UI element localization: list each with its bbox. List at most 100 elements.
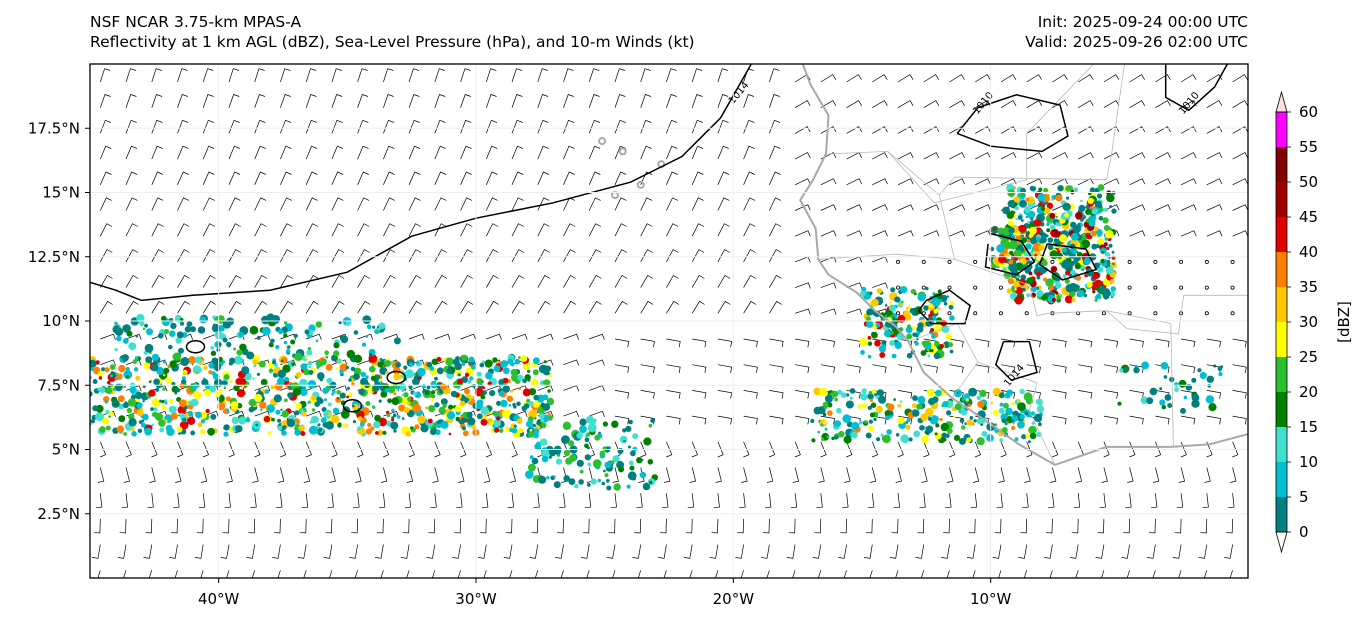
reflectivity-cell [162,360,167,364]
wind-barb [511,249,525,263]
wind-barb [305,300,319,314]
reflectivity-cell [547,413,551,417]
wind-barb [666,300,680,314]
wind-barb [228,410,245,418]
reflectivity-cell [374,414,381,422]
country-border [977,361,1056,466]
wind-barb [325,518,333,534]
wind-barb [383,94,394,108]
reflectivity-cell [811,438,816,443]
reflectivity-cell [1009,264,1018,273]
reflectivity-cell [910,289,916,294]
reflectivity-cell [867,354,872,359]
reflectivity-cell [300,363,308,371]
reflectivity-cell [168,398,174,404]
reflectivity-cell [1191,393,1200,402]
reflectivity-cell [543,379,551,387]
wind-barb [224,493,231,509]
colorbar-segment [1276,322,1287,357]
reflectivity-cell [1040,222,1045,227]
reflectivity-cell [533,432,539,439]
wind-barb [280,119,292,134]
wind-barb [354,570,358,578]
reflectivity-cell [342,423,348,429]
isobar-label: 1014 [727,80,752,107]
wind-barb [614,364,630,374]
reflectivity-cell [1068,273,1073,278]
wind-barb [992,544,1002,559]
reflectivity-cell [317,423,321,427]
wind-barb [100,359,116,366]
lat-tick-label: 7.5°N [37,376,80,394]
reflectivity-cell [442,408,446,413]
reflectivity-cell [824,427,828,431]
reflectivity-cell [401,389,405,392]
wind-barb [1078,338,1093,348]
reflectivity-cell [391,418,395,422]
reflectivity-cell [98,371,104,377]
reflectivity-cell [1197,368,1202,373]
wind-barb [1026,74,1042,83]
reflectivity-cell [164,419,168,423]
reflectivity-cell [236,349,243,356]
coastlines-borders [598,64,1248,466]
reflectivity-cell [1109,290,1116,297]
wind-barb [743,441,750,458]
reflectivity-cell [1029,236,1038,245]
reflectivity-cell [937,307,941,311]
wind-barb [250,493,257,509]
reflectivity-cell [1071,298,1076,302]
reflectivity-cell [229,380,233,383]
reflectivity-cell [440,420,449,429]
reflectivity-cell [294,429,301,436]
reflectivity-cell [534,443,542,450]
wind-barb [511,94,523,108]
colorbar-segment [1276,462,1287,497]
wind-barb [460,119,472,134]
wind-barb [865,518,873,534]
wind-barb [843,570,847,578]
reflectivity-cell [1183,395,1188,400]
reflectivity-cell [907,324,911,329]
lat-tick-label: 15°N [42,184,80,202]
reflectivity-cell [307,360,313,366]
wind-barb [743,171,755,185]
reflectivity-cell [1038,238,1045,245]
calm-wind-marker [973,285,978,290]
wind-barb [430,493,437,509]
reflectivity-cell [1167,403,1173,408]
reflectivity-cell [933,309,938,314]
reflectivity-cell [867,393,874,400]
reflectivity-cell [467,417,476,426]
wind-barb [717,94,729,108]
reflectivity-cell [150,407,154,411]
reflectivity-cell [1093,226,1099,232]
wind-barb [357,441,364,458]
reflectivity-cell [625,425,632,432]
reflectivity-cell [233,384,240,391]
wind-barb [299,518,307,534]
wind-barb [975,178,991,186]
wind-barb [975,230,991,237]
wind-barb [998,570,1002,578]
wind-barb [614,223,627,237]
reflectivity-cell [502,367,510,375]
reflectivity-cell [946,410,952,416]
wind-barb [382,441,390,458]
wind-barb [357,249,370,263]
reflectivity-cell [859,338,868,347]
country-border [887,64,1094,204]
wind-barb [1232,364,1247,374]
wind-barb [1000,152,1017,160]
reflectivity-cell [315,362,319,366]
reflectivity-cell [492,357,498,363]
reflectivity-cell [579,425,587,434]
reflectivity-cell [505,426,510,432]
wind-barb [331,249,345,263]
reflectivity-cell [601,481,606,486]
reflectivity-cell [1014,437,1019,442]
reflectivity-cell [393,337,401,345]
reflectivity-cell [1109,278,1115,284]
reflectivity-cell [393,373,401,381]
reflectivity-cell [1050,224,1056,230]
